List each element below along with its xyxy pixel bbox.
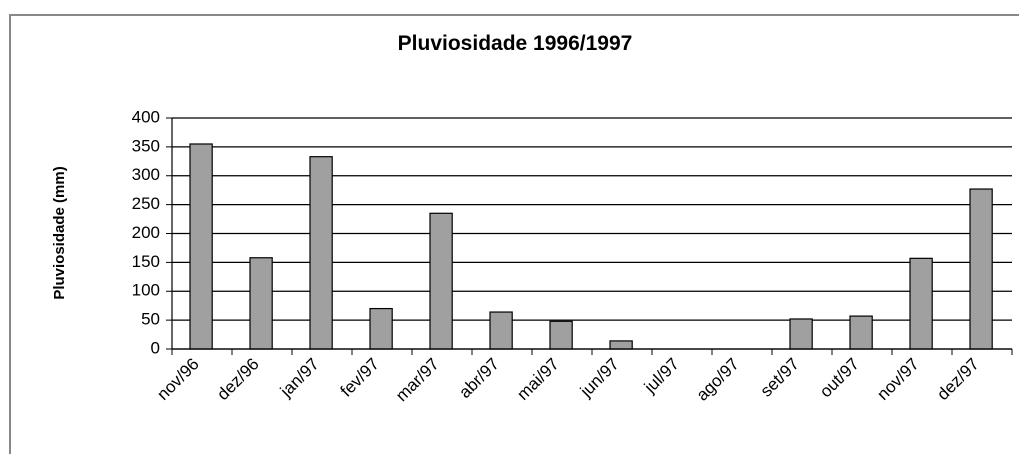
y-tick-label: 400 bbox=[132, 107, 160, 126]
bar bbox=[489, 311, 513, 350]
bar bbox=[369, 307, 393, 350]
y-tick-label: 250 bbox=[132, 194, 160, 213]
bar bbox=[549, 320, 573, 350]
bar bbox=[249, 257, 273, 350]
bar bbox=[969, 188, 993, 350]
y-tick-label: 150 bbox=[132, 252, 160, 271]
y-tick-label: 100 bbox=[132, 281, 160, 300]
bar bbox=[189, 143, 213, 350]
y-tick-label: 0 bbox=[151, 338, 160, 357]
y-tick-label: 350 bbox=[132, 136, 160, 155]
bar bbox=[909, 257, 933, 350]
bar bbox=[309, 156, 333, 350]
bar bbox=[609, 340, 633, 350]
y-axis-label: Pluviosidade (mm) bbox=[51, 166, 68, 299]
y-tick-label: 300 bbox=[132, 165, 160, 184]
bar bbox=[789, 318, 813, 350]
chart-frame bbox=[9, 14, 1019, 454]
chart-title: Pluviosidade 1996/1997 bbox=[398, 32, 633, 55]
y-tick-label: 200 bbox=[132, 223, 160, 242]
y-tick-label: 50 bbox=[141, 310, 160, 329]
bar bbox=[429, 212, 453, 350]
bar bbox=[849, 315, 873, 350]
